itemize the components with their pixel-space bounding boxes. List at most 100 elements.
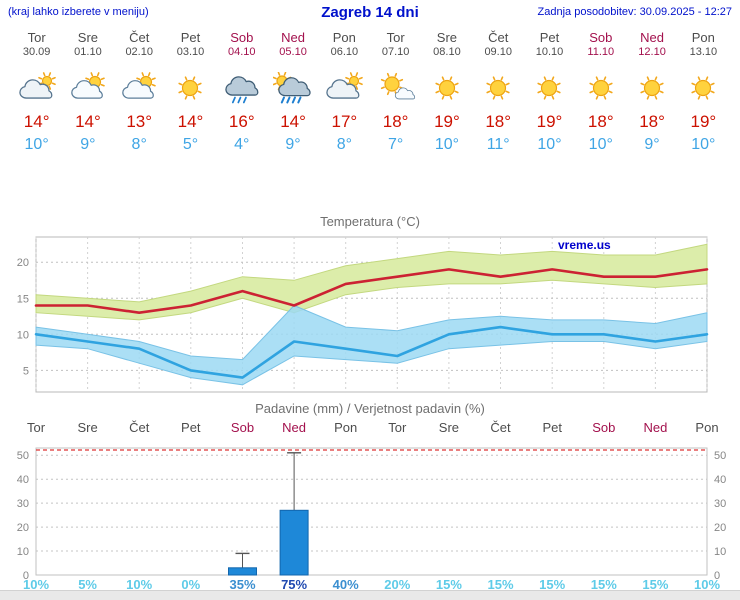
min-temperature: 8°	[131, 136, 147, 153]
sunny-icon	[435, 76, 459, 100]
precip-bar	[228, 567, 257, 576]
mostly-cloudy-icon	[326, 72, 364, 99]
day-date: 11.10	[587, 46, 615, 58]
sunny-icon	[691, 76, 715, 100]
rain-sun-icon	[272, 71, 311, 104]
precip-y-tick-left: 50	[17, 450, 29, 462]
forecast-day-column[interactable]: Tor 30.09 14° 10°	[11, 30, 62, 154]
precip-probability: 75%	[281, 577, 307, 591]
precip-y-tick-left: 20	[17, 522, 29, 534]
day-date: 30.09	[22, 46, 51, 58]
day-name: Tor	[386, 30, 405, 45]
precip-y-tick-left: 40	[17, 474, 29, 486]
day-date: 02.10	[125, 46, 153, 58]
min-temperature: 10°	[537, 136, 562, 153]
weather-icon-wrap	[683, 72, 723, 105]
precip-probability: 15%	[539, 577, 565, 591]
precip-day-label: Sre	[439, 420, 459, 435]
precip-day-label: Tor	[388, 420, 407, 435]
forecast-day-column[interactable]: Sre 01.10 14° 9°	[62, 30, 113, 154]
tmin-range-band	[35, 304, 708, 386]
precip-day-label: Pet	[542, 420, 562, 435]
day-date: 10.10	[535, 46, 564, 58]
forecast-day-column[interactable]: Čet 02.10 13° 8°	[114, 30, 165, 154]
precip-day-label: Čet	[129, 420, 150, 435]
forecast-day-column[interactable]: Sob 04.10 16° 4°	[216, 30, 267, 154]
max-temperature: 19°	[690, 112, 717, 131]
precip-y-tick-right: 50	[714, 450, 726, 462]
precip-probability: 0%	[181, 577, 200, 591]
precip-day-label: Tor	[27, 420, 46, 435]
mostly-sunny-icon	[380, 72, 415, 100]
forecast-day-column[interactable]: Tor 07.10 18° 7°	[370, 30, 421, 154]
precip-y-tick-right: 0	[714, 570, 720, 582]
max-temperature: 16°	[228, 112, 255, 131]
precip-plot-area	[35, 447, 708, 576]
sunny-icon	[486, 76, 510, 100]
precip-y-tick-left: 0	[23, 570, 29, 582]
precip-y-tick-right: 20	[714, 522, 726, 534]
forecast-day-column[interactable]: Pet 03.10 14° 5°	[165, 30, 216, 154]
day-date: 13.10	[689, 46, 718, 58]
min-temperature: 10°	[434, 136, 460, 153]
weather-icon-wrap	[632, 72, 672, 105]
day-name: Pon	[691, 30, 715, 45]
day-name: Čet	[129, 30, 150, 45]
day-name: Sre	[77, 30, 99, 45]
precip-y-tick-left: 30	[17, 498, 29, 510]
forecast-day-column[interactable]: Pon 06.10 17° 8°	[319, 30, 370, 154]
min-temperature: 9°	[80, 136, 96, 153]
temp-y-tick: 15	[17, 293, 29, 305]
precip-probability: 15%	[436, 577, 462, 591]
precip-probability: 20%	[384, 577, 410, 591]
precip-day-label: Sre	[77, 420, 97, 435]
weather-icon-wrap	[478, 72, 518, 105]
day-name: Sob	[589, 30, 613, 45]
day-date: 12.10	[638, 46, 666, 58]
precip-y-tick-right: 10	[714, 546, 726, 558]
forecast-day-column[interactable]: Sob 11.10 18° 10°	[575, 30, 626, 154]
max-temperature: 18°	[587, 112, 614, 131]
day-date: 07.10	[381, 46, 410, 58]
day-date: 08.10	[433, 46, 461, 58]
max-temperature: 14°	[177, 112, 204, 131]
rain-icon	[225, 76, 259, 104]
partly-cloudy-icon	[122, 72, 157, 99]
precip-y-tick-right: 40	[714, 474, 726, 486]
day-date: 05.10	[279, 46, 307, 58]
day-date: 03.10	[176, 46, 205, 58]
temp-y-tick: 20	[17, 257, 29, 269]
min-temperature: 9°	[644, 136, 660, 153]
max-temperature: 17°	[331, 112, 358, 131]
weather-icon-wrap	[170, 72, 210, 105]
forecast-day-column[interactable]: Ned 12.10 18° 9°	[626, 30, 677, 154]
precip-probability: 35%	[229, 577, 255, 591]
temperature-chart-title: Temperatura (°C)	[320, 214, 420, 229]
weather-icon-wrap	[427, 72, 467, 105]
precip-bar	[279, 509, 309, 576]
day-name: Čet	[488, 30, 509, 45]
min-temperature: 10°	[691, 136, 716, 153]
day-name: Pon	[332, 30, 356, 45]
weather-icon-wrap	[529, 72, 569, 105]
day-name: Ned	[640, 30, 664, 45]
temp-y-tick: 5	[23, 365, 29, 377]
precip-y-tick-left: 10	[17, 546, 29, 558]
day-name: Sre	[436, 30, 458, 45]
forecast-day-column[interactable]: Sre 08.10 19° 10°	[421, 30, 472, 154]
day-name: Ned	[281, 30, 305, 45]
precip-probability: 5%	[78, 577, 97, 591]
forecast-day-column[interactable]: Čet 09.10 18° 11°	[473, 30, 524, 154]
forecast-day-column[interactable]: Pon 13.10 19° 10°	[678, 30, 729, 154]
forecast-day-column[interactable]: Ned 05.10 14° 9°	[267, 30, 318, 154]
min-temperature: 5°	[182, 136, 199, 153]
day-date: 01.10	[74, 46, 102, 58]
precip-day-label: Pon	[695, 420, 718, 435]
precip-probability: 10%	[23, 577, 49, 591]
partly-cloudy-icon	[71, 72, 105, 99]
forecast-day-column[interactable]: Pet 10.10 19° 10°	[524, 30, 575, 154]
min-temperature: 8°	[336, 136, 352, 153]
day-name: Sob	[230, 30, 254, 45]
precip-y-tick-right: 30	[714, 498, 726, 510]
sunny-icon	[589, 76, 613, 100]
